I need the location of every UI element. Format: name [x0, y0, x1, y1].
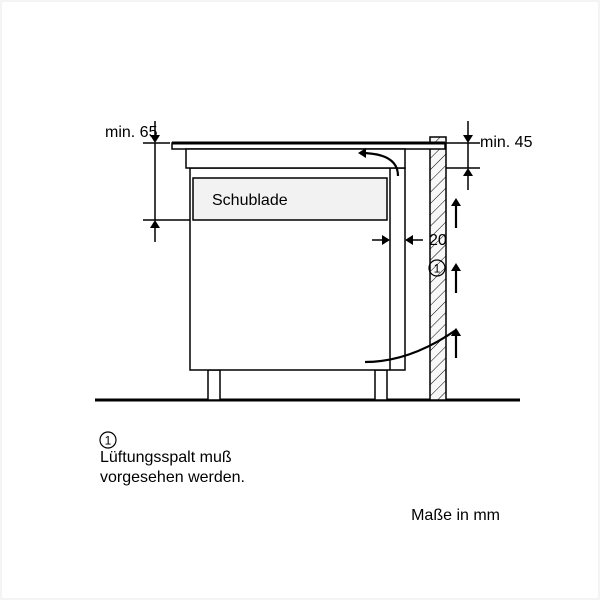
svg-text:1: 1 — [434, 262, 441, 276]
dim-left-label: min. 65 — [105, 124, 158, 141]
svg-text:1: 1 — [105, 434, 112, 448]
footnote-line1: Lüftungsspalt muß — [100, 449, 232, 466]
footnote-line2: vorgesehen werden. — [100, 469, 245, 486]
units-note: Maße in mm — [411, 507, 500, 524]
dim-right-label: min. 45 — [480, 134, 533, 151]
drawer-label: Schublade — [212, 192, 288, 209]
dim-gap-label: 20 — [429, 232, 447, 249]
